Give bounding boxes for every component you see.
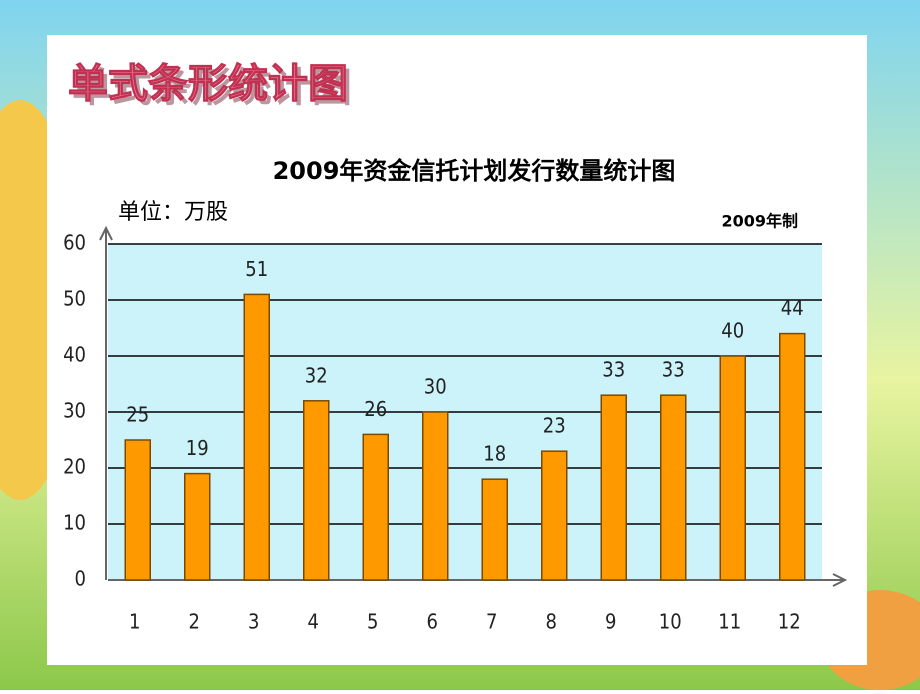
x-axis-arrow <box>832 573 848 587</box>
x-tick-label: 2 <box>189 610 200 634</box>
x-tick-label: 10 <box>659 610 682 634</box>
data-label: 33 <box>602 358 625 382</box>
x-tick-label: 3 <box>248 610 259 634</box>
bar <box>422 411 449 581</box>
data-label: 23 <box>543 414 566 438</box>
note: 2009年制 <box>721 212 798 231</box>
unit-label: 单位：万股 <box>118 200 228 225</box>
bar <box>660 394 687 581</box>
bar <box>719 355 746 581</box>
slide-title: 单式条形统计图 <box>68 61 348 107</box>
x-tick-label: 6 <box>427 610 438 634</box>
y-axis-arrow <box>99 225 113 241</box>
y-tick-label: 50 <box>63 287 86 311</box>
x-tick-label: 5 <box>367 610 378 634</box>
bar <box>303 400 330 581</box>
data-label: 19 <box>186 436 209 460</box>
bar <box>779 332 806 581</box>
bar <box>600 394 627 581</box>
y-tick-label: 40 <box>63 343 86 367</box>
bar <box>184 472 211 581</box>
data-label: 25 <box>126 403 149 427</box>
data-label: 30 <box>424 375 447 399</box>
data-label: 51 <box>245 257 268 281</box>
x-tick-label: 12 <box>778 610 801 634</box>
chart-title: 2009年资金信托计划发行数量统计图 <box>273 157 676 185</box>
x-tick-label: 4 <box>308 610 319 634</box>
x-tick-label: 7 <box>486 610 497 634</box>
data-label: 26 <box>364 397 387 421</box>
bar <box>481 478 508 581</box>
x-tick-label: 1 <box>129 610 140 634</box>
y-tick-label: 0 <box>75 567 86 591</box>
bar <box>243 293 270 581</box>
data-label: 32 <box>305 363 328 387</box>
y-tick-label: 30 <box>63 399 86 423</box>
x-tick-label: 8 <box>546 610 557 634</box>
y-tick-label: 20 <box>63 455 86 479</box>
bar <box>124 439 151 581</box>
bar <box>362 433 389 581</box>
data-label: 44 <box>781 296 804 320</box>
data-label: 40 <box>721 319 744 343</box>
slide-title-shadow: 单式条形统计图 <box>72 65 352 111</box>
x-tick-label: 9 <box>605 610 616 634</box>
x-tick-label: 11 <box>718 610 741 634</box>
y-tick-label: 10 <box>63 511 86 535</box>
y-tick-label: 60 <box>63 231 86 255</box>
data-label: 33 <box>662 358 685 382</box>
data-label: 18 <box>483 442 506 466</box>
bar <box>541 450 568 581</box>
